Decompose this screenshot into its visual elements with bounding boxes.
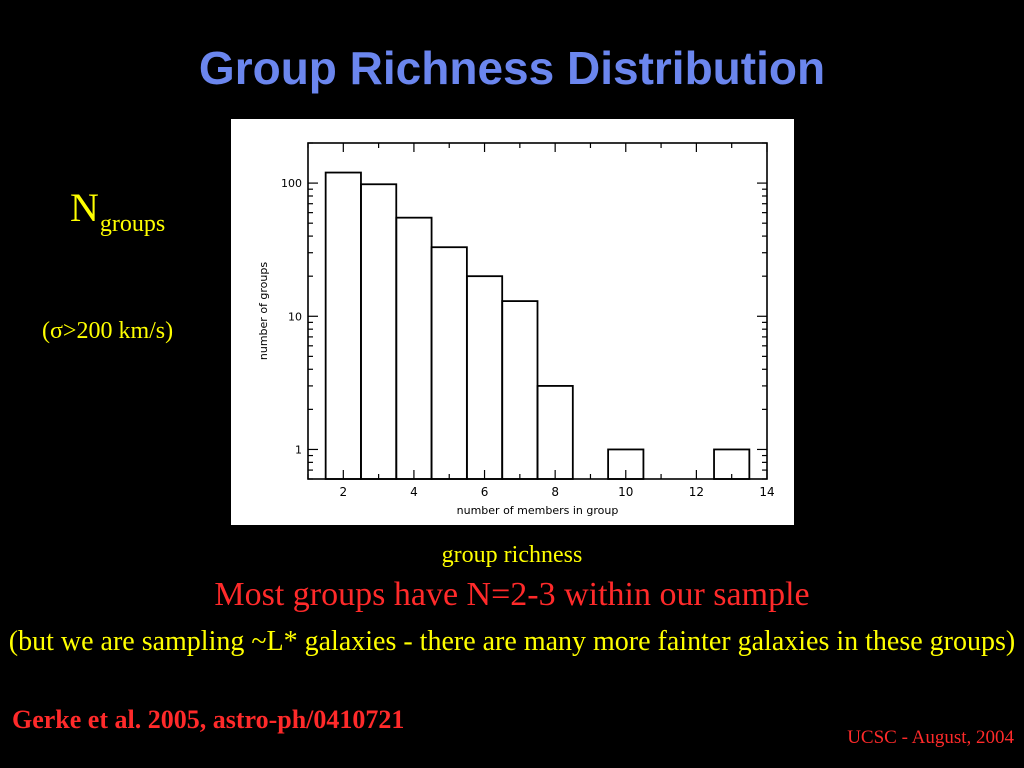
x-tick-label: 4: [410, 485, 418, 499]
richness-histogram: 2 4 6 8 10 12 14 1 10 100 number of members in gro…: [257, 142, 775, 517]
histogram-bar: [360, 183, 398, 480]
x-tick-label: 12: [689, 485, 704, 499]
y-axis-caption: Ngroups: [70, 184, 165, 238]
x-tick-label: 6: [481, 485, 489, 499]
y-tick-label: 1: [295, 443, 302, 456]
x-axis-caption: group richness: [441, 542, 583, 568]
y-axis-caption-subscript: groups: [99, 211, 166, 237]
histogram-panel: 2 4 6 8 10 12 14 1 10 100 number of members in gro…: [231, 119, 794, 525]
velocity-dispersion-condition: (σ>200 km/s): [42, 318, 174, 344]
y-axis-caption-symbol: N: [70, 185, 99, 230]
y-axis-label: number of groups: [257, 262, 270, 360]
x-tick-label: 2: [339, 485, 347, 499]
x-tick-label: 8: [551, 485, 559, 499]
x-tick-label: 14: [759, 485, 774, 499]
headline: Most groups have N=2-3 within our sample: [214, 576, 810, 613]
histogram-bar: [430, 246, 468, 480]
x-axis-label: number of members in group: [457, 504, 619, 517]
sampling-note: (but we are sampling ~L* galaxies - ther…: [8, 626, 1016, 657]
histogram-bar: [395, 216, 433, 480]
citation: Gerke et al. 2005, astro-ph/0410721: [12, 705, 405, 734]
histogram-bar: [713, 448, 751, 480]
histogram-bar: [607, 448, 645, 480]
y-tick-label: 100: [281, 177, 302, 190]
x-tick-label: 10: [618, 485, 633, 499]
footer: UCSC - August, 2004: [847, 727, 1014, 748]
y-tick-label: 10: [288, 310, 302, 323]
histogram-bar: [536, 385, 574, 480]
histogram-bar: [501, 300, 539, 480]
histogram-bar: [324, 171, 362, 480]
slide-title: Group Richness Distribution: [198, 42, 826, 94]
histogram-bar: [465, 275, 504, 480]
